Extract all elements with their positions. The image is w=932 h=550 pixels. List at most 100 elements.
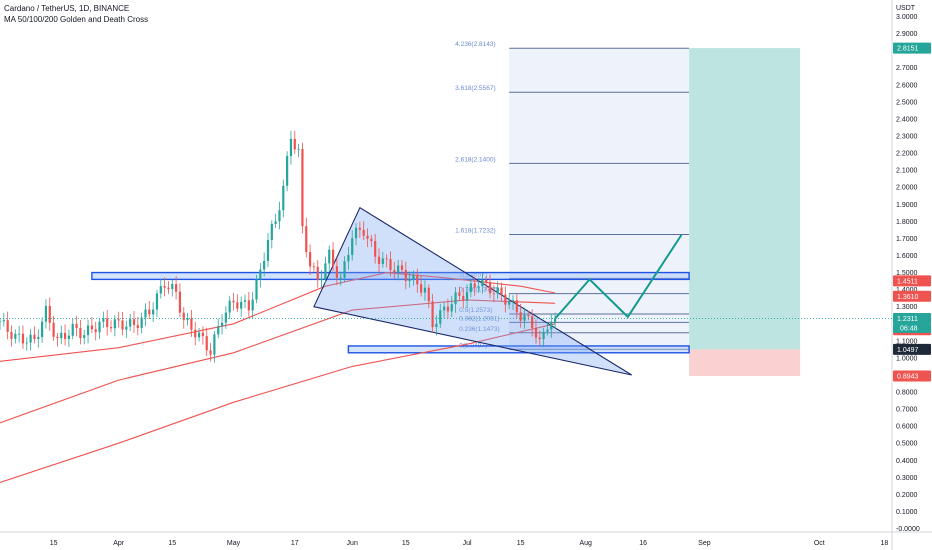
price-axis: -0.0000 0.1000 0.2000 0.3000 0.4000 0.5000 0.6… bbox=[893, 5, 931, 533]
candle-body bbox=[129, 319, 132, 327]
price-tick-label: 1.8000 bbox=[896, 219, 918, 226]
fib-level-label: 0.382(1.2081) bbox=[459, 315, 499, 322]
candle-body bbox=[25, 342, 28, 344]
candle-body bbox=[266, 239, 270, 262]
price-tick-label: 0.5000 bbox=[896, 441, 918, 448]
price-badge-label: 0.8943 bbox=[897, 374, 919, 381]
candle-body bbox=[37, 337, 40, 340]
candle-body bbox=[278, 210, 281, 222]
price-tick-label: 0.3000 bbox=[896, 475, 918, 482]
candle-body bbox=[316, 266, 319, 281]
stop-zone bbox=[689, 349, 801, 376]
candle-body bbox=[79, 328, 82, 338]
candle-body bbox=[41, 321, 44, 338]
candle-body bbox=[427, 287, 430, 302]
symbol-title: Cardano / TetherUS, 1D, BINANCE bbox=[4, 4, 130, 13]
time-tick-label: 15 bbox=[402, 540, 410, 547]
candle-body bbox=[339, 277, 342, 279]
candle-body bbox=[175, 284, 178, 292]
candle-body bbox=[397, 265, 400, 273]
projection-path bbox=[554, 234, 683, 320]
ma-line bbox=[0, 323, 556, 484]
candle-body bbox=[71, 323, 74, 336]
candle-body bbox=[374, 241, 377, 257]
time-tick-label: May bbox=[227, 540, 241, 547]
candle-body bbox=[83, 335, 86, 338]
price-tick-label: 3.0000 bbox=[896, 14, 918, 21]
candle-body bbox=[454, 292, 457, 305]
candle-body bbox=[542, 331, 545, 340]
candle-body bbox=[385, 258, 388, 260]
wedge-layer bbox=[313, 206, 632, 376]
countdown-badge bbox=[893, 323, 931, 333]
candle-body bbox=[56, 336, 59, 339]
candle-body bbox=[247, 300, 250, 311]
candle-body bbox=[186, 318, 189, 321]
candle-body bbox=[152, 309, 155, 315]
candle-body bbox=[263, 261, 266, 270]
time-tick-label: Jul bbox=[463, 540, 472, 547]
candle-body bbox=[308, 252, 312, 267]
ma-line bbox=[0, 299, 556, 424]
candle-body bbox=[228, 300, 231, 313]
price-tick-label: 2.9000 bbox=[896, 31, 918, 38]
candle-body bbox=[144, 309, 147, 318]
candle-body bbox=[63, 332, 67, 339]
candle-body bbox=[446, 306, 450, 312]
candle-body bbox=[213, 334, 216, 355]
price-tick-label: -0.0000 bbox=[896, 526, 920, 533]
candle-body bbox=[29, 334, 32, 343]
candle-body bbox=[102, 318, 105, 322]
candle-body bbox=[94, 329, 97, 333]
candle-body bbox=[492, 293, 495, 295]
price-tick-label: 2.0000 bbox=[896, 185, 918, 192]
price-badge-label: 1.4511 bbox=[897, 279, 918, 286]
candle-body bbox=[362, 229, 365, 236]
fib-level-label: 0.786(1.3765) bbox=[459, 287, 499, 294]
fib-level-label: 1(1.4657) bbox=[459, 271, 487, 278]
time-tick-label: Jun bbox=[347, 540, 358, 547]
candle-body bbox=[48, 305, 51, 323]
price-tick-label: 1.7000 bbox=[896, 236, 918, 243]
candle-body bbox=[197, 332, 201, 338]
candle-body bbox=[125, 326, 128, 330]
candle-body bbox=[515, 300, 518, 313]
candle-body bbox=[370, 238, 373, 242]
candle-body bbox=[504, 294, 507, 305]
candle-body bbox=[534, 328, 538, 338]
candle-body bbox=[523, 315, 526, 321]
candle-body bbox=[408, 279, 411, 282]
candle-body bbox=[496, 287, 499, 294]
price-tick-label: 0.2000 bbox=[896, 492, 918, 499]
price-tick-label: 2.6000 bbox=[896, 82, 918, 89]
candle-body bbox=[431, 301, 434, 328]
candle-body bbox=[201, 332, 205, 337]
time-tick-label: 18 bbox=[880, 540, 888, 547]
candle-body bbox=[159, 286, 162, 294]
candle-body bbox=[458, 292, 461, 296]
candle-body bbox=[67, 335, 71, 339]
candle-body bbox=[347, 254, 350, 262]
price-tick-label: 1.9000 bbox=[896, 202, 918, 209]
candle-body bbox=[473, 283, 476, 288]
candle-body bbox=[190, 318, 193, 330]
candle-body bbox=[519, 312, 522, 321]
price-tick-label: 1.1000 bbox=[896, 338, 918, 345]
candle-body bbox=[377, 256, 381, 264]
fib-level-label: 0.5(1.2573) bbox=[459, 307, 492, 314]
price-tick-label: 2.5000 bbox=[896, 99, 918, 106]
candle-body bbox=[420, 284, 423, 293]
candle-body bbox=[167, 287, 170, 289]
fib-level-label: 2.618(2.1400) bbox=[455, 156, 495, 163]
price-tick-label: 2.3000 bbox=[896, 134, 918, 141]
candle-body bbox=[98, 321, 101, 333]
candle-body bbox=[18, 333, 21, 335]
candle-body bbox=[423, 287, 427, 293]
falling-wedge bbox=[313, 206, 632, 376]
fib-extension-area bbox=[509, 48, 690, 350]
price-tick-label: 0.8000 bbox=[896, 390, 918, 397]
ma-line bbox=[0, 272, 556, 362]
candle-body bbox=[554, 318, 557, 322]
countdown-label: 06:48 bbox=[900, 325, 918, 332]
